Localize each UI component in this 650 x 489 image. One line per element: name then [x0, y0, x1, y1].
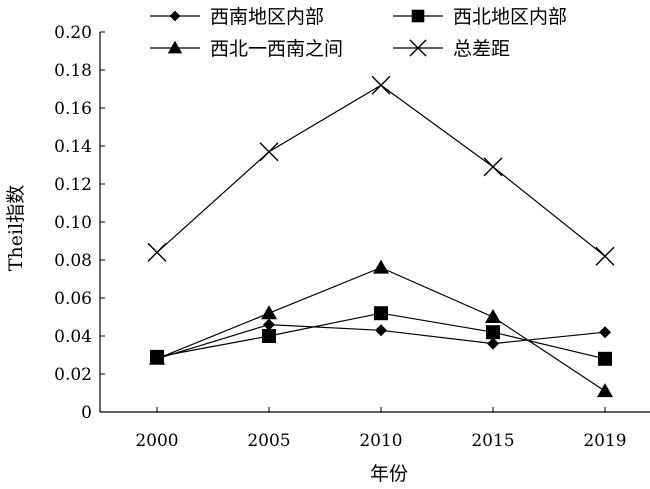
series-triangle: [149, 259, 613, 398]
x-tick-label: 2000: [135, 431, 178, 451]
legend-label: 西北一西南之间: [210, 38, 343, 60]
legend-item: 西北地区内部: [393, 6, 567, 28]
series-diamond: [151, 318, 611, 365]
y-tick-label: 0.04: [54, 327, 92, 347]
x-marker-stroke: [409, 39, 427, 57]
x-marker-stroke: [595, 246, 615, 266]
plot-area: [147, 75, 615, 398]
data-point: [262, 329, 276, 343]
data-point: [597, 383, 613, 398]
data-point: [375, 324, 387, 337]
legend-marker: [409, 39, 427, 57]
y-tick-label: 0.20: [54, 23, 92, 43]
y-axis-ticks: 0 0.02 0.04 0.06 0.08 0.10 0.12 0.14 0.16 0.18 0.2…: [54, 23, 105, 423]
legend-label: 总差距: [453, 38, 510, 60]
data-point: [485, 309, 501, 323]
axes: 0 0.02 0.04 0.06 0.08 0.10 0.12 0.14 0.16 0.18 0.2…: [54, 23, 650, 451]
data-point: [598, 351, 612, 366]
y-axis-title: Theil指数: [5, 185, 27, 271]
y-tick-label: 0.12: [54, 175, 92, 195]
y-tick-label: 0.08: [54, 251, 92, 271]
data-point: [149, 350, 165, 365]
y-tick-label: 0.16: [54, 99, 92, 119]
data-point: [147, 242, 167, 262]
y-tick-label: 0.10: [54, 213, 92, 233]
data-point: [371, 75, 391, 95]
x-marker-stroke: [483, 157, 503, 177]
data-point: [259, 142, 279, 162]
y-tick-label: 0.02: [54, 365, 92, 385]
y-tick-label: 0: [81, 403, 92, 423]
x-marker-stroke: [259, 142, 279, 162]
data-point: [599, 326, 611, 339]
legend-item: 西南地区内部: [150, 6, 324, 28]
legend-marker: [411, 9, 425, 23]
data-point: [373, 259, 389, 274]
data-point: [483, 157, 503, 177]
y-tick-label: 0.06: [54, 289, 92, 309]
x-tick-label: 2005: [247, 431, 290, 451]
x-tick-label: 2019: [583, 431, 626, 451]
legend-marker: [167, 40, 183, 54]
data-point: [263, 318, 275, 331]
legend-label: 西北地区内部: [453, 6, 567, 28]
series-line: [156, 84, 606, 257]
x-tick-label: 2015: [471, 431, 514, 451]
data-point: [487, 337, 499, 350]
x-tick-label: 2010: [359, 431, 402, 451]
x-axis-ticks: 2000 2005 2010 2015 2019: [135, 407, 627, 451]
data-point: [261, 305, 277, 320]
legend-label: 西南地区内部: [210, 6, 324, 28]
y-tick-label: 0.14: [54, 137, 92, 157]
series-x: [147, 75, 615, 266]
data-point: [486, 325, 500, 340]
y-tick-label: 0.18: [54, 61, 92, 81]
x-marker-stroke: [371, 75, 391, 95]
data-point: [595, 246, 615, 266]
legend-item: 总差距: [393, 38, 510, 60]
x-axis-title: 年份: [370, 463, 408, 485]
legend-item: 西北一西南之间: [150, 38, 343, 60]
legend-marker: [169, 10, 181, 22]
x-marker-stroke: [147, 242, 167, 262]
data-point: [374, 306, 388, 321]
